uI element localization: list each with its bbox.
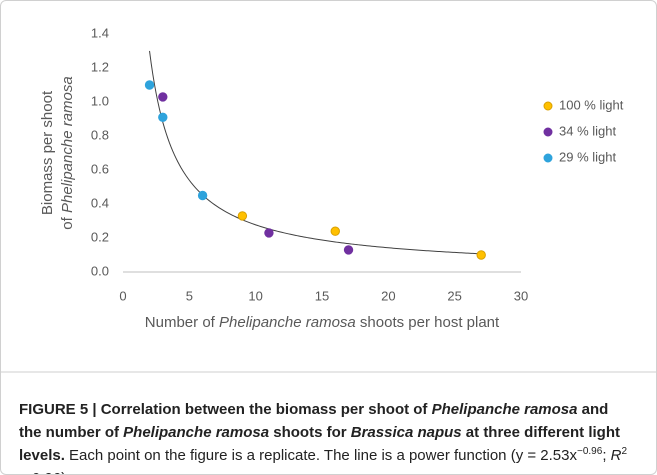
y-tick-label: 1.0 bbox=[91, 93, 109, 108]
y-tick-label: 0.0 bbox=[91, 263, 109, 278]
x-axis-label-part: shoots per host plant bbox=[356, 314, 500, 331]
y-tick-label: 0.8 bbox=[91, 127, 109, 142]
data-point bbox=[158, 92, 168, 102]
legend-label: 34 % light bbox=[559, 123, 616, 138]
data-point bbox=[330, 226, 340, 236]
fit-r2: 0.96 bbox=[32, 470, 61, 474]
x-tick-label: 25 bbox=[447, 288, 461, 303]
x-tick-label: 5 bbox=[186, 288, 193, 303]
data-point bbox=[237, 211, 248, 221]
caption-text: ). bbox=[61, 470, 70, 474]
x-tick-label: 30 bbox=[514, 288, 528, 303]
data-point bbox=[197, 190, 208, 201]
x-axis-label: Number of Phelipanche ramosa shoots per … bbox=[145, 314, 500, 331]
y-axis-label: of Phelipanche ramosa bbox=[59, 76, 76, 229]
y-axis-label-part: of bbox=[59, 213, 76, 230]
x-axis-label-part: Phelipanche ramosa bbox=[219, 314, 356, 331]
fit-b: −0.96 bbox=[577, 446, 603, 457]
legend-marker bbox=[543, 101, 553, 111]
data-point bbox=[343, 245, 354, 255]
caption-heading: Phelipanche ramosa bbox=[123, 424, 270, 441]
fit-curve bbox=[149, 50, 482, 255]
legend-marker bbox=[543, 127, 553, 137]
data-point bbox=[158, 112, 168, 123]
caption-text: ; bbox=[602, 447, 611, 464]
legend-marker bbox=[543, 153, 553, 163]
caption-heading: at three different light levels. bbox=[19, 424, 620, 464]
caption-text: Each point on the figure is a replicate.… bbox=[64, 447, 541, 464]
data-point bbox=[264, 228, 274, 238]
x-tick-label: 0 bbox=[119, 288, 126, 303]
y-tick-label: 0.4 bbox=[91, 195, 109, 210]
caption: FIGURE 5 | Correlation between the bioma… bbox=[19, 398, 631, 474]
caption-text: 2 bbox=[621, 446, 628, 457]
y-axis-label: Biomass per shoot bbox=[39, 90, 56, 215]
y-tick-label: 0.2 bbox=[91, 229, 109, 244]
y-tick-label: 1.4 bbox=[91, 25, 109, 40]
caption-text: R bbox=[610, 447, 622, 464]
caption-heading: and the number of bbox=[19, 401, 609, 441]
caption-heading: FIGURE 5 | Correlation between the bioma… bbox=[19, 401, 432, 418]
caption-heading: shoots for bbox=[269, 424, 351, 441]
caption-text: = bbox=[19, 470, 32, 474]
legend-label: 100 % light bbox=[559, 97, 624, 112]
x-tick-label: 10 bbox=[248, 288, 262, 303]
caption-heading: Phelipanche ramosa bbox=[431, 401, 578, 418]
x-axis-label-part: Number of bbox=[145, 314, 219, 331]
caption-text: x bbox=[569, 447, 578, 464]
data-point bbox=[144, 80, 155, 90]
x-tick-label: 20 bbox=[381, 288, 395, 303]
y-tick-label: 0.6 bbox=[91, 161, 109, 176]
y-tick-label: 1.2 bbox=[91, 59, 109, 74]
x-tick-label: 15 bbox=[315, 288, 329, 303]
y-axis-label-part: Biomass per shoot bbox=[39, 90, 56, 215]
data-point bbox=[476, 250, 486, 260]
y-axis-label-part: Phelipanche ramosa bbox=[59, 76, 76, 213]
caption-heading: Brassica napus bbox=[350, 424, 462, 441]
legend-label: 29 % light bbox=[559, 149, 616, 164]
fit-a: 2.53 bbox=[540, 447, 570, 464]
